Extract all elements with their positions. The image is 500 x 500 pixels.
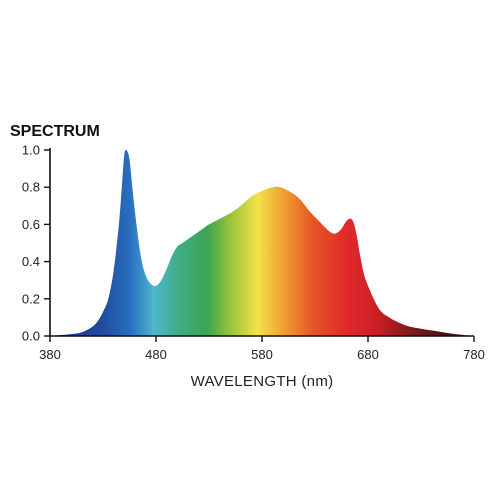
y-axis-ticks: 0.0 0.2 0.4 0.6 0.8 1.0 [22,143,50,344]
x-tick-label: 480 [145,347,167,362]
x-axis-label: WAVELENGTH (nm) [191,373,334,390]
y-tick-label: 1.0 [22,143,40,158]
spectrum-area [50,149,474,336]
x-tick-label: 580 [251,347,273,362]
chart-title: SPECTRUM [10,123,100,140]
y-tick-label: 0.8 [22,180,40,195]
y-tick-label: 0.2 [22,291,40,306]
x-tick-label: 680 [357,347,379,362]
y-tick-label: 0.6 [22,217,40,232]
x-tick-label: 780 [463,347,485,362]
y-tick-label: 0.4 [22,254,40,269]
x-axis-ticks: 380 480 580 680 780 [39,336,485,362]
y-tick-label: 0.0 [22,329,40,344]
x-tick-label: 380 [39,347,61,362]
